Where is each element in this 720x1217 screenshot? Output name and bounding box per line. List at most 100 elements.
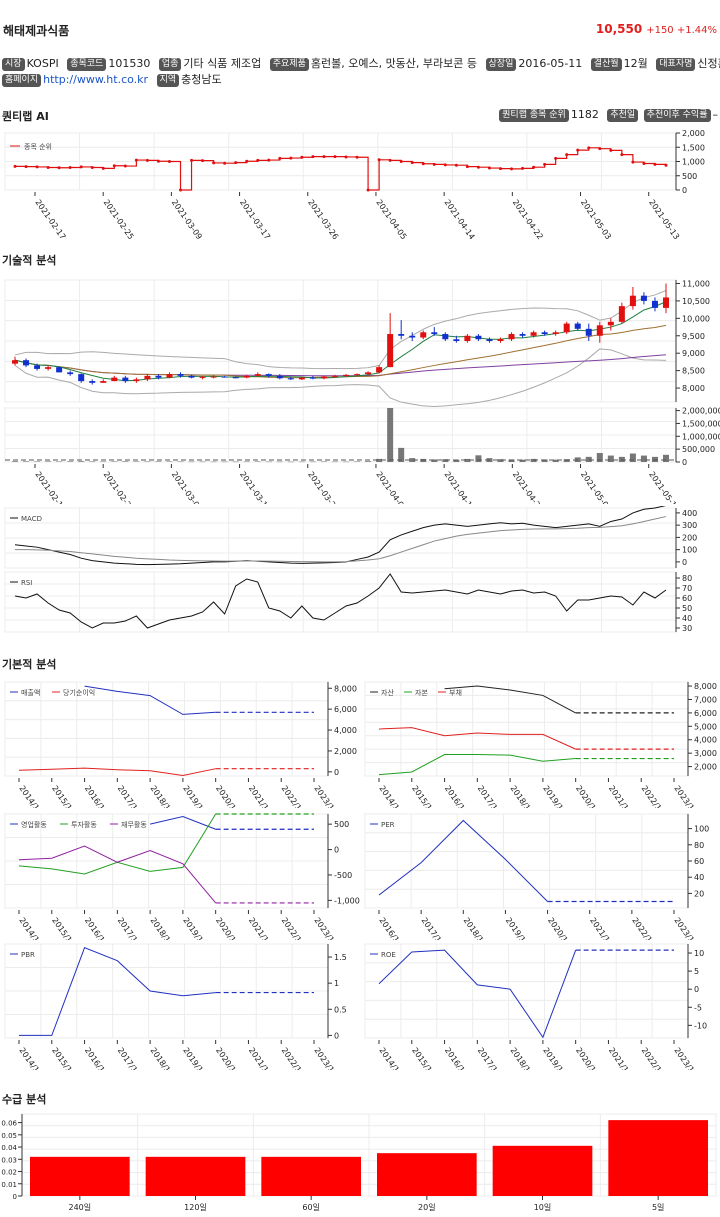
data-point [609, 148, 613, 152]
x-tick-label: 2017/12 [116, 916, 142, 940]
x-tick-label: 2023/12 [672, 1046, 698, 1070]
homepage-link[interactable]: http://www.ht.co.kr [43, 73, 149, 86]
x-tick-label: 2021/12 [247, 916, 273, 940]
volume-bar [298, 461, 305, 463]
data-point [576, 148, 580, 152]
region-tag: 지역 [156, 74, 180, 87]
data-point [322, 155, 326, 159]
y-tick-label: 9,500 [682, 332, 705, 341]
volume-bar [409, 458, 416, 462]
y-tick-label: 10,000 [682, 314, 710, 323]
candle-body [100, 381, 107, 383]
volume-bar [210, 461, 217, 463]
x-tick-label: 2020/12 [214, 1046, 240, 1070]
x-tick-label: 2021-03-26 [306, 198, 340, 240]
data-point [234, 161, 238, 165]
volume-bar [640, 455, 647, 462]
candle-body [45, 367, 52, 369]
data-point [68, 165, 72, 169]
volume-bar [144, 461, 151, 463]
candle-body [530, 332, 537, 336]
volume-bar [651, 456, 658, 462]
x-tick-label: 2020/12 [214, 784, 240, 808]
y-tick-label: 1,000,000 [682, 432, 720, 441]
rank-chart: 0 500 1,000 1,500 2,000 2021-02-17 2021-02-25 2… [4, 129, 705, 240]
data-point [388, 158, 392, 162]
volume-bar [607, 455, 614, 462]
data-point [35, 165, 39, 169]
candle-body [519, 334, 526, 336]
x-tick-label: 2015/12 [50, 1046, 76, 1070]
fund-chart-pbr: 0 0.5 1 1.5 2014/12 2015/12 2016/12 2017/12 2018… [4, 943, 347, 1070]
y-tick-label: 300 [682, 521, 697, 530]
data-point [223, 161, 227, 165]
x-tick-label: 2016/12 [443, 1046, 469, 1070]
data-point [653, 162, 657, 166]
x-tick-label: 2023/12 [312, 916, 338, 940]
volume-bar [23, 461, 30, 462]
rec-return-value: – [712, 108, 719, 121]
volume-bar [519, 459, 526, 462]
candle-body [188, 375, 195, 378]
volume-bar [563, 459, 570, 462]
y-tick-label: -500 [334, 871, 352, 880]
x-tick-label: 2019/12 [181, 1046, 207, 1070]
x-tick-label: 2020/12 [214, 916, 240, 940]
data-point [123, 164, 127, 168]
candle-body [607, 321, 614, 326]
candle-body [420, 332, 427, 338]
data-point [145, 158, 149, 162]
y-tick-label: 0 [682, 558, 687, 567]
x-tick-label: 2021/12 [588, 916, 614, 940]
ai-rank-block: 퀀티랩 종목 순위 1182 추천일 추천이후 수익률 – [499, 108, 718, 122]
candle-body [640, 295, 647, 301]
data-point [333, 155, 337, 159]
candle-body [376, 367, 383, 373]
candle-body [221, 376, 228, 378]
volume-bar [78, 461, 85, 462]
volume-bar [343, 461, 350, 463]
candle-body [232, 377, 239, 379]
volume-bar [199, 461, 206, 463]
supply-bar [377, 1153, 477, 1196]
candle-body [23, 360, 30, 366]
volume-bar [166, 461, 173, 462]
candle-body [585, 328, 592, 336]
supply-chart: 0 0.01 0.02 0.03 0.04 0.05 0.06 240일 120일 60일 20일 1… [1, 1113, 717, 1212]
y-tick-label: 8,000 [334, 684, 357, 693]
volume-bar [133, 461, 140, 462]
data-point [554, 156, 558, 160]
plot-area [364, 813, 689, 909]
current-price: 10,550 [595, 22, 643, 36]
candle-body [155, 375, 162, 378]
y-tick-label: 0.01 [1, 1181, 17, 1189]
candle-body [111, 377, 118, 382]
data-point [289, 156, 293, 160]
y-tick-label: 80 [694, 841, 704, 850]
x-tick-label: 2015/12 [50, 916, 76, 940]
market-value: KOSPI [26, 57, 59, 70]
candle-body [464, 335, 471, 341]
x-tick-label: 2018/12 [462, 916, 488, 940]
x-tick-label: 2021-04-22 [511, 198, 545, 240]
data-point [79, 165, 83, 169]
volume-bar [12, 461, 18, 462]
candle-body [331, 375, 338, 377]
candle-body [431, 332, 438, 335]
bollinger-upper [14, 290, 667, 370]
section-title-tech: 기술적 분석 [2, 254, 57, 267]
fund-chart-per: 20 40 60 80 100 2016/12 2017/12 2018/12 2019/12 2… [364, 813, 709, 940]
price-block: 10,550 +150 +1.44% [596, 22, 717, 36]
listed-value: 2016-05-11 [518, 57, 583, 70]
y-tick-label: 8,500 [682, 367, 705, 376]
sector-value: 기타 식품 제조업 [183, 57, 262, 70]
y-tick-label: 11,000 [682, 279, 710, 288]
x-tick-label: 2015/12 [410, 1046, 436, 1070]
data-point [156, 159, 160, 163]
x-tick-label: 2016/12 [83, 916, 109, 940]
fund-chart-cashflow: -1,000 -500 0 500 2014/12 2015/12 2016/12 2017/… [4, 813, 360, 940]
y-tick-label: 0.04 [1, 1144, 17, 1152]
y-tick-label: 40 [694, 873, 704, 882]
